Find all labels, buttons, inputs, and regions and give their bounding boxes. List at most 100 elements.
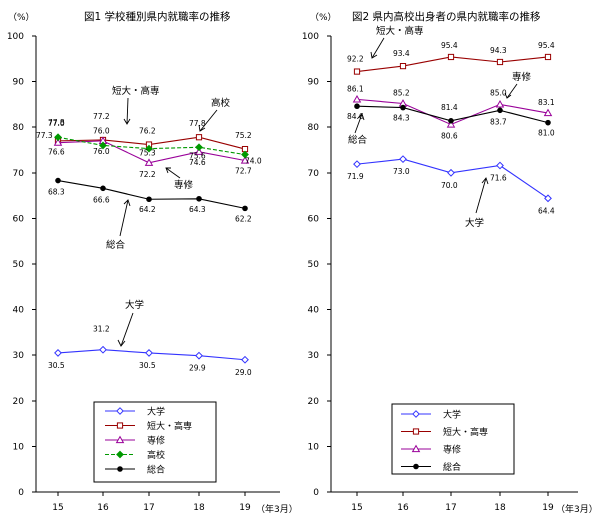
chart-1-y-tick-label-2: 20 bbox=[13, 397, 25, 407]
chart-1-series-0 bbox=[54, 345, 249, 364]
chart-2-legend-marker-1 bbox=[412, 428, 420, 435]
chart-1-arrowhead-daigaku bbox=[117, 339, 126, 347]
chart-1-y-tick-label-7: 70 bbox=[13, 169, 25, 179]
chart-2-series-2-label-1: 85.2 bbox=[393, 88, 410, 97]
chart-1-series-3-point-1 bbox=[99, 141, 107, 150]
chart-2-y-unit: （%） bbox=[310, 12, 337, 23]
chart-2-legend-label-0: 大学 bbox=[443, 409, 461, 421]
chart-2-title: 図2 県内高校出身者の県内就職率の推移 bbox=[352, 10, 541, 23]
chart-1-x-tick-label-2: 17 bbox=[143, 503, 154, 513]
chart-2-series-3-point-2 bbox=[448, 118, 454, 124]
chart-1-annotation-sougou: 総合 bbox=[106, 239, 126, 251]
chart-2-series-0-point-3 bbox=[496, 161, 504, 170]
chart-2-x-unit: （年3月） bbox=[556, 503, 598, 515]
chart-2-arrow-tandai bbox=[371, 37, 385, 59]
chart-1-series-1-label-2: 76.2 bbox=[139, 127, 156, 136]
chart-1-y-tick-label-9: 90 bbox=[13, 78, 25, 88]
chart-2-arrowhead-daigaku bbox=[481, 177, 489, 185]
chart-1-series-1-label-0: 77.0 bbox=[48, 119, 65, 128]
chart-1-series-3 bbox=[54, 133, 249, 159]
chart-2-series-1-point-1 bbox=[399, 62, 407, 70]
chart-2-arrowhead-senshu bbox=[504, 92, 512, 99]
chart-1-annotation-daigaku: 大学 bbox=[125, 299, 144, 311]
chart-1-series-4 bbox=[55, 177, 248, 212]
chart-2-legend-box bbox=[391, 403, 515, 475]
chart-2-legend-marker-3 bbox=[413, 463, 419, 470]
chart-2-series-0-point-4 bbox=[544, 194, 552, 203]
chart-1-x-tick-label-4: 19 bbox=[239, 503, 251, 513]
chart-1-annotation-koukou: 高校 bbox=[211, 97, 231, 109]
chart-1-series-2-point-4 bbox=[240, 156, 250, 164]
chart-2-series-0-point-1 bbox=[399, 155, 407, 164]
chart-1-y-tick-label-3: 30 bbox=[13, 351, 25, 361]
chart-1-series-4-line bbox=[57, 180, 246, 209]
chart-1: （%） 図1 学校種別県内就職率の推移 （年3月） 0 10 20 30 40 50 60 7… bbox=[7, 10, 298, 515]
chart-1-series-3-label-1: 76.0 bbox=[93, 126, 110, 135]
chart-1-arrowhead-koukou bbox=[198, 124, 206, 132]
chart-2-y-tick-label-8: 80 bbox=[308, 123, 320, 133]
chart-1-series-2-label-0: 76.6 bbox=[48, 148, 65, 157]
chart-2-series-0-line bbox=[356, 158, 549, 199]
chart-1-x-unit: （年3月） bbox=[256, 503, 298, 515]
chart-1-series-3-point-2 bbox=[145, 144, 153, 153]
chart-1-data-labels: 30.5 31.2 30.5 29.9 29.0 77.0 77.2 76.2 77.8 75.2… bbox=[48, 112, 262, 377]
chart-2-y-tick-label-0: 0 bbox=[313, 488, 319, 498]
chart-1-arrowhead-sougou bbox=[123, 199, 131, 207]
chart-2-series-1-label-3: 94.3 bbox=[490, 46, 507, 55]
chart-2-x-tick-label-0: 15 bbox=[351, 503, 362, 513]
chart-2-arrowhead-sougou bbox=[357, 113, 365, 121]
chart-1-series-3-point-3 bbox=[195, 143, 203, 152]
chart-1-extra-label: 77.3 bbox=[36, 131, 53, 140]
chart-1-legend-marker-1 bbox=[116, 422, 124, 429]
chart-1-series-4-label-4: 62.2 bbox=[235, 214, 252, 223]
chart-2-y-tick-label-6: 60 bbox=[308, 214, 320, 224]
chart-1-series-1-label-3: 77.8 bbox=[189, 119, 206, 128]
chart-2-legend-label-2: 専修 bbox=[443, 444, 461, 456]
chart-1-arrow-senshu bbox=[165, 167, 181, 179]
chart-2-y-tick-label-1: 10 bbox=[308, 442, 320, 452]
chart-1-y-tick-label-6: 60 bbox=[13, 214, 25, 224]
chart-2-y-tick-label-4: 40 bbox=[308, 306, 320, 316]
chart-1-series-1-point-3 bbox=[195, 134, 203, 141]
chart-1-x-ticks: 15 16 17 18 19 bbox=[52, 492, 251, 513]
chart-1-series-0-label-0: 30.5 bbox=[48, 361, 65, 370]
chart-1-annotation-tandai: 短大・高専 bbox=[112, 85, 160, 97]
chart-1-series-4-label-2: 64.2 bbox=[139, 205, 156, 214]
chart-1-series-4-label-1: 66.6 bbox=[93, 195, 110, 204]
chart-2-series-0-point-0 bbox=[353, 160, 361, 169]
chart-2-series-3-point-3 bbox=[497, 107, 503, 114]
chart-2-series-1-point-2 bbox=[447, 53, 455, 61]
chart-2-y-tick-label-5: 50 bbox=[308, 260, 320, 270]
chart-2-series-1-point-4 bbox=[544, 53, 552, 61]
chart-1-y-tick-label-1: 10 bbox=[13, 442, 25, 452]
chart-2-x-tick-label-4: 19 bbox=[542, 503, 554, 513]
chart-1-series-3-label-2: 75.3 bbox=[139, 149, 156, 158]
chart-1-series-0-point-4 bbox=[241, 355, 249, 364]
chart-1-series-3-point-4 bbox=[241, 150, 249, 159]
chart-1-series-4-point-2 bbox=[146, 196, 152, 203]
chart-2-series-1-point-0 bbox=[353, 68, 361, 75]
chart-2-series-1-point-3 bbox=[496, 58, 504, 66]
chart-2-series-2-point-3 bbox=[495, 99, 505, 108]
chart-2-arrow-sougou bbox=[354, 113, 363, 134]
chart-1-x-tick-label-0: 15 bbox=[52, 503, 63, 513]
chart-2-x-tick-label-1: 16 bbox=[397, 503, 409, 513]
chart-1-series-2-label-3: 74.6 bbox=[189, 158, 206, 167]
chart-2-legend-label-1: 短大・高専 bbox=[443, 426, 488, 438]
chart-2-annotation-daigaku: 大学 bbox=[465, 217, 484, 229]
chart-2-series-0-label-3: 71.6 bbox=[490, 174, 507, 183]
chart-2-series-2-label-4: 83.1 bbox=[538, 98, 555, 107]
chart-2-series bbox=[352, 53, 553, 203]
chart-1-series-0-point-0 bbox=[54, 349, 62, 357]
chart-1-legend-marker-3 bbox=[116, 450, 124, 459]
chart-1-series-4-label-3: 64.3 bbox=[189, 205, 206, 214]
chart-1-series-2-label-1: 76.0 bbox=[93, 147, 110, 156]
chart-1-series-2 bbox=[53, 136, 250, 166]
chart-2-series-0-label-2: 70.0 bbox=[441, 181, 458, 190]
chart-2-series-3-point-1 bbox=[400, 104, 406, 111]
chart-2-series-3-label-3: 83.7 bbox=[490, 117, 507, 126]
chart-1-arrowhead-tandai bbox=[123, 118, 131, 125]
chart-1-y-tick-label-10: 100 bbox=[7, 32, 24, 42]
chart-1-series bbox=[53, 133, 250, 364]
